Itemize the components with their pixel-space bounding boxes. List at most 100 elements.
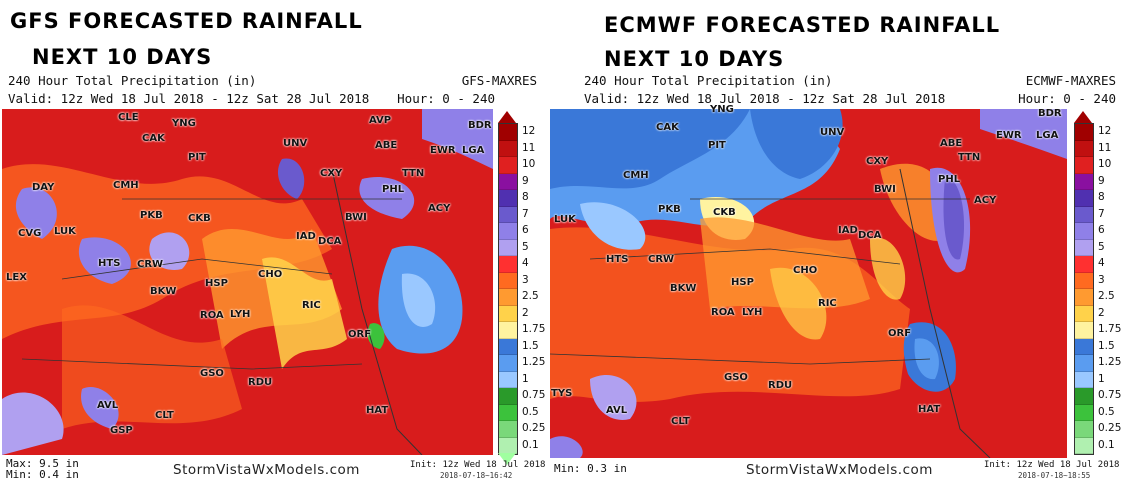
city-label-ckb: CKB xyxy=(713,207,736,218)
colorbar-segment xyxy=(499,223,517,240)
city-label-lga: LGA xyxy=(462,145,485,156)
colorbar-tick-label: 6 xyxy=(1098,224,1105,236)
ecmwf-stamp: 2018-07-18~18:55 xyxy=(1018,471,1091,480)
city-label-gso: GSO xyxy=(200,368,224,379)
gfs-valid-range: Valid: 12z Wed 18 Jul 2018 - 12z Sat 28 … xyxy=(8,91,370,106)
colorbar-tick-label: 2.5 xyxy=(1098,290,1115,302)
colorbar-bottom-arrow xyxy=(498,453,516,465)
city-label-acy: ACY xyxy=(428,203,451,214)
colorbar-segment xyxy=(1075,421,1093,438)
colorbar-segment xyxy=(1075,272,1093,289)
city-label-unv: UNV xyxy=(283,138,308,149)
colorbar-top-arrow xyxy=(1074,111,1092,123)
gfs-product-title: 240 Hour Total Precipitation (in) xyxy=(8,73,257,88)
city-label-ewr: EWR xyxy=(996,130,1022,141)
city-label-lex: LEX xyxy=(6,272,27,283)
colorbar-segment xyxy=(499,124,517,141)
city-label-dca: DCA xyxy=(858,230,882,241)
ecmwf-map-graphic xyxy=(550,109,1067,458)
colorbar-segment xyxy=(499,289,517,306)
colorbar-tick-label: 8 xyxy=(1098,191,1105,203)
gfs-colorbar xyxy=(498,123,518,455)
colorbar-tick-label: 11 xyxy=(1098,141,1112,154)
colorbar-tick-label: 2 xyxy=(522,306,529,319)
city-label-rdu: RDU xyxy=(248,377,273,388)
city-label-gsp: GSP xyxy=(110,425,133,436)
city-label-unv: UNV xyxy=(820,127,845,138)
ecmwf-valid-range: Valid: 12z Wed 18 Jul 2018 - 12z Sat 28 … xyxy=(584,91,946,106)
colorbar-tick-label: 12 xyxy=(1098,125,1112,137)
gfs-stamp: 2018-07-18~16:42 xyxy=(440,471,513,480)
city-label-bkw: BKW xyxy=(150,286,177,297)
city-label-lyh: LYH xyxy=(742,307,763,318)
gfs-heading-line1: GFS FORECASTED RAINFALL xyxy=(10,9,363,33)
ecmwf-precip-map xyxy=(550,109,1067,458)
gfs-brand: StormVistaWxModels.com xyxy=(173,462,360,478)
city-label-ric: RIC xyxy=(818,298,837,309)
colorbar-tick-label: 0.1 xyxy=(522,438,539,451)
colorbar-segment xyxy=(499,371,517,388)
colorbar-tick-label: 7 xyxy=(1098,207,1105,220)
city-label-pit: PIT xyxy=(708,140,726,151)
city-label-orf: ORF xyxy=(348,329,372,340)
colorbar-tick-label: 1.75 xyxy=(1098,323,1122,335)
ecmwf-panel: ECMWF FORECASTED RAINFALL NEXT 10 DAYS 2… xyxy=(548,0,1126,480)
colorbar-segment xyxy=(499,421,517,438)
city-label-pkb: PKB xyxy=(140,210,163,221)
colorbar-segment xyxy=(1075,256,1093,273)
colorbar-tick-label: 10 xyxy=(522,158,536,170)
colorbar-segment xyxy=(499,256,517,273)
colorbar-segment xyxy=(1075,305,1093,322)
city-label-acy: ACY xyxy=(974,195,997,206)
city-label-cho: CHO xyxy=(258,269,283,280)
colorbar-tick-label: 3 xyxy=(522,273,529,286)
colorbar-tick-label: 2.5 xyxy=(522,290,539,302)
colorbar-segment xyxy=(1075,206,1093,223)
city-label-hat: HAT xyxy=(366,405,389,416)
colorbar-segment xyxy=(499,388,517,405)
city-label-ttn: TTN xyxy=(402,168,425,179)
ecmwf-heading-line1: ECMWF FORECASTED RAINFALL xyxy=(604,13,1001,37)
ecmwf-hour-range: Hour: 0 - 240 xyxy=(1018,91,1116,106)
colorbar-top-arrow xyxy=(498,111,516,123)
gfs-max-value: Max: 9.5 in xyxy=(6,457,79,470)
ecmwf-heading-line2: NEXT 10 DAYS xyxy=(604,47,785,71)
city-label-ric: RIC xyxy=(302,300,321,311)
city-label-bkw: BKW xyxy=(670,283,697,294)
city-label-luk: LUK xyxy=(54,226,76,237)
city-label-avp: AVP xyxy=(369,115,392,126)
city-label-cxy: CXY xyxy=(866,156,889,167)
colorbar-tick-label: 7 xyxy=(522,207,529,220)
city-label-luk: LUK xyxy=(554,214,576,225)
colorbar-tick-label: 0.25 xyxy=(1098,422,1122,434)
colorbar-segment xyxy=(1075,404,1093,421)
colorbar-tick-label: 9 xyxy=(522,174,529,187)
colorbar-segment xyxy=(499,206,517,223)
gfs-panel: GFS FORECASTED RAINFALL NEXT 10 DAYS 240… xyxy=(0,0,546,481)
city-label-abe: ABE xyxy=(940,138,963,149)
colorbar-segment xyxy=(1075,190,1093,207)
city-label-cvg: CVG xyxy=(18,228,42,239)
colorbar-segment xyxy=(1075,173,1093,190)
city-label-crw: CRW xyxy=(648,254,675,265)
colorbar-segment xyxy=(1075,388,1093,405)
ecmwf-brand: StormVistaWxModels.com xyxy=(746,462,933,478)
city-label-bdr: BDR xyxy=(468,120,492,131)
ecmwf-colorbar xyxy=(1074,123,1094,455)
colorbar-segment xyxy=(1075,338,1093,355)
gfs-min-value: Min: 0.4 in xyxy=(6,468,79,481)
ecmwf-product-title: 240 Hour Total Precipitation (in) xyxy=(584,73,833,88)
city-label-cmh: CMH xyxy=(113,180,139,191)
gfs-init-time: Init: 12z Wed 18 Jul 2018 xyxy=(410,460,546,470)
city-label-yng: YNG xyxy=(710,104,734,115)
city-label-bwi: BWI xyxy=(345,212,367,223)
colorbar-tick-label: 11 xyxy=(522,141,536,154)
city-label-ttn: TTN xyxy=(958,152,981,163)
colorbar-tick-label: 6 xyxy=(522,224,529,236)
colorbar-segment xyxy=(499,437,517,454)
gfs-model-name: GFS-MAXRES xyxy=(461,73,537,88)
colorbar-tick-label: 12 xyxy=(522,125,536,137)
city-label-lyh: LYH xyxy=(230,309,251,320)
city-label-hts: HTS xyxy=(98,258,121,269)
ecmwf-model-name: ECMWF-MAXRES xyxy=(1025,73,1116,88)
